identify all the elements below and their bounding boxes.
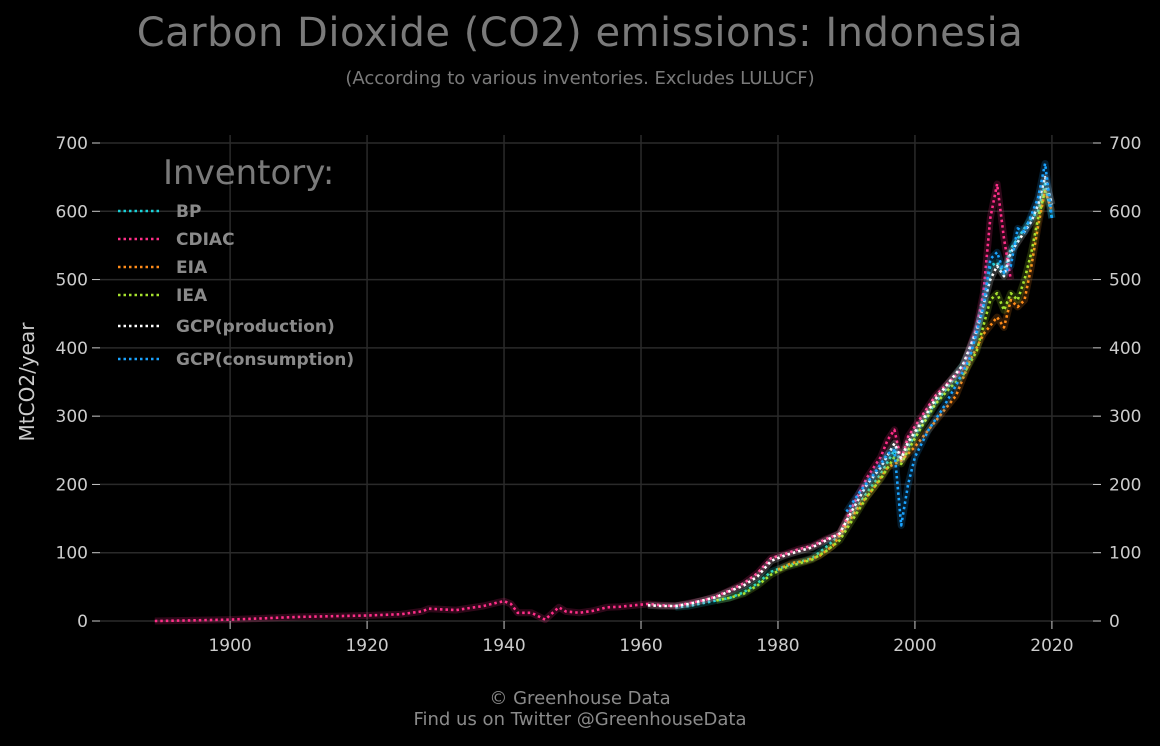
y-tick-label-right: 200 (1109, 475, 1141, 495)
x-tick-label: 1940 (482, 636, 525, 656)
legend-title: Inventory: (163, 153, 334, 193)
series-line-gcp-consumption- (845, 162, 1054, 527)
x-tick-label: 2000 (893, 636, 936, 656)
x-tick-label: 2020 (1030, 636, 1073, 656)
y-axis-label: MtCO2/year (15, 322, 39, 442)
legend-label: BP (176, 202, 201, 222)
series-line-cdiac (154, 182, 1013, 623)
x-tick-label: 1980 (756, 636, 799, 656)
chart-subtitle: (According to various inventories. Exclu… (345, 68, 815, 89)
y-tick-label-left: 400 (56, 339, 88, 359)
series-line-iea (716, 190, 1047, 602)
series-glow-bp (674, 180, 1056, 611)
y-tick-label-right: 0 (1109, 612, 1120, 632)
y-tick-label-left: 200 (56, 475, 88, 495)
y-tick-label-right: 600 (1109, 202, 1141, 222)
footer-copyright: © Greenhouse Data (489, 688, 671, 709)
series-line-gcp-production- (647, 175, 1054, 608)
grid-lines (100, 135, 1093, 622)
y-tick-label-right: 500 (1109, 271, 1141, 291)
footer-twitter: Find us on Twitter @GreenhouseData (413, 709, 747, 730)
y-tick-label-left: 300 (56, 407, 88, 427)
series-lines (154, 160, 1056, 625)
legend-label: CDIAC (176, 230, 235, 250)
y-tick-label-right: 100 (1109, 544, 1141, 564)
y-tick-label-left: 600 (56, 202, 88, 222)
legend-label: EIA (176, 258, 208, 278)
legend-label: GCP(consumption) (176, 350, 354, 370)
legend: Inventory: BP CDIAC EIA IEA GCP(production) GC… (118, 153, 354, 370)
series-line-eia (777, 189, 1054, 571)
chart-title: Carbon Dioxide (CO2) emissions: Indonesi… (136, 10, 1024, 56)
x-tick-label: 1960 (619, 636, 662, 656)
axes: 0 0 100 100 200 200 300 300 400 400 500 500 600 600 70… (15, 134, 1141, 656)
y-tick-label-right: 400 (1109, 339, 1141, 359)
x-tick-label: 1920 (345, 636, 388, 656)
legend-label: GCP(production) (176, 317, 335, 337)
y-tick-label-left: 700 (56, 134, 88, 154)
series-glow-cdiac (154, 180, 1015, 625)
y-tick-label-left: 100 (56, 544, 88, 564)
y-tick-label-left: 500 (56, 271, 88, 291)
x-tick-label: 1900 (208, 636, 251, 656)
legend-label: IEA (176, 286, 208, 306)
y-tick-label-right: 300 (1109, 407, 1141, 427)
y-tick-label-right: 700 (1109, 134, 1141, 154)
y-tick-label-left: 0 (77, 612, 88, 632)
series-line-bp (675, 182, 1054, 609)
